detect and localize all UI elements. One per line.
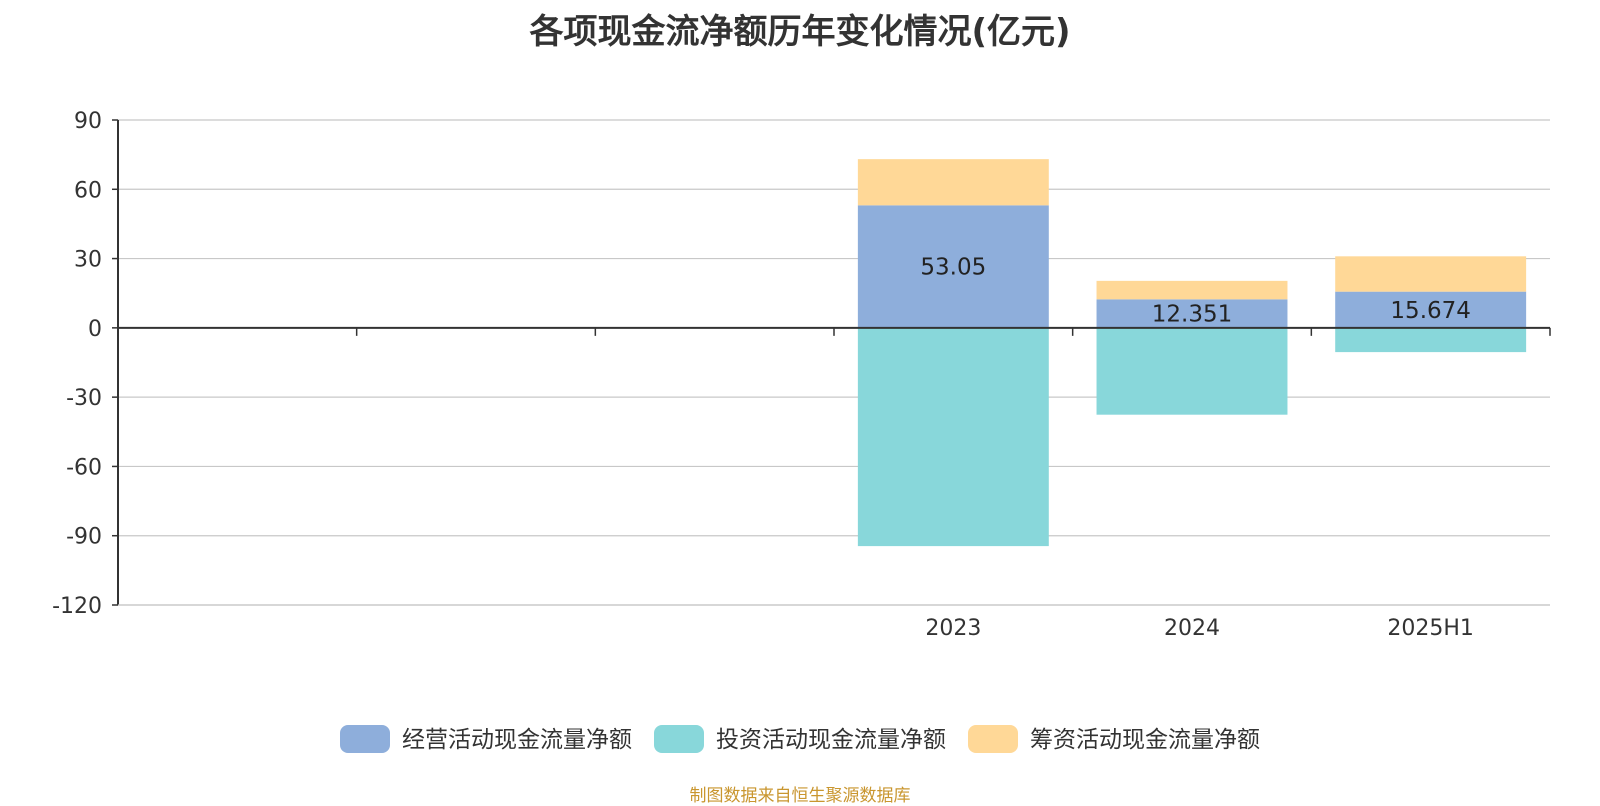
y-tick-label: 0 [88,317,102,342]
legend-swatch [968,725,1018,753]
y-tick-label: 90 [74,109,102,134]
legend-label: 投资活动现金流量净额 [716,727,946,753]
bar-3 [857,159,1049,206]
y-tick-label: 30 [74,248,102,273]
bar-3 [1096,280,1288,300]
legend-item: 投资活动现金流量净额 [654,725,946,753]
data-label: 15.674 [1390,298,1470,324]
legend-label: 筹资活动现金流量净额 [1030,727,1260,753]
chart-source: 制图数据来自恒生聚源数据库 [689,786,911,806]
legend-item: 筹资活动现金流量净额 [968,725,1260,753]
x-tick-label: 2025H1 [1387,616,1474,641]
bar-2 [1335,327,1527,353]
y-tick-label: 60 [74,178,102,203]
bar-3 [1335,256,1527,292]
x-tick-label: 2024 [1164,616,1220,641]
bar-2 [857,327,1049,547]
data-label: 12.351 [1152,302,1232,328]
legend-label: 经营活动现金流量净额 [402,727,632,753]
y-tick-label: -30 [66,386,102,411]
bar-2 [1096,327,1288,415]
data-label: 53.05 [920,255,986,281]
x-tick-label: 2023 [925,616,981,641]
bar-1 [1335,291,1527,328]
chart-title: 各项现金流净额历年变化情况(亿元) [529,12,1071,52]
y-tick-label: -90 [66,525,102,550]
legend-swatch [654,725,704,753]
y-tick-label: -60 [66,455,102,480]
legend-item: 经营活动现金流量净额 [340,725,632,753]
bar-1 [857,205,1049,328]
legend-swatch [340,725,390,753]
bar-1 [1096,299,1288,328]
y-tick-label: -120 [52,594,102,619]
